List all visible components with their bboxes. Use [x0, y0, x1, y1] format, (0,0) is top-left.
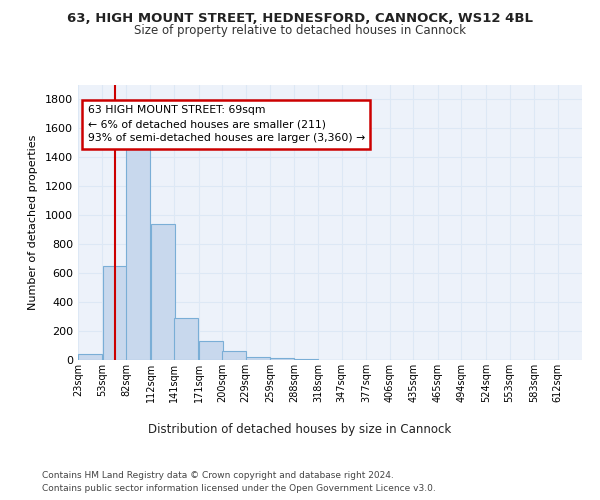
Text: Contains public sector information licensed under the Open Government Licence v3: Contains public sector information licen…: [42, 484, 436, 493]
Y-axis label: Number of detached properties: Number of detached properties: [28, 135, 38, 310]
Text: Distribution of detached houses by size in Cannock: Distribution of detached houses by size …: [148, 422, 452, 436]
Bar: [270, 358, 295, 360]
Bar: [199, 341, 223, 360]
Text: Contains HM Land Registry data © Crown copyright and database right 2024.: Contains HM Land Registry data © Crown c…: [42, 471, 394, 480]
Text: Size of property relative to detached houses in Cannock: Size of property relative to detached ho…: [134, 24, 466, 37]
Text: 63, HIGH MOUNT STREET, HEDNESFORD, CANNOCK, WS12 4BL: 63, HIGH MOUNT STREET, HEDNESFORD, CANNO…: [67, 12, 533, 26]
Bar: [294, 359, 318, 360]
Bar: [151, 224, 175, 360]
Bar: [126, 147, 151, 360]
Bar: [222, 352, 247, 360]
Bar: [174, 318, 199, 360]
Bar: [103, 266, 127, 360]
Text: 63 HIGH MOUNT STREET: 69sqm
← 6% of detached houses are smaller (211)
93% of sem: 63 HIGH MOUNT STREET: 69sqm ← 6% of deta…: [88, 106, 365, 144]
Bar: [246, 357, 270, 360]
Bar: [78, 354, 103, 360]
